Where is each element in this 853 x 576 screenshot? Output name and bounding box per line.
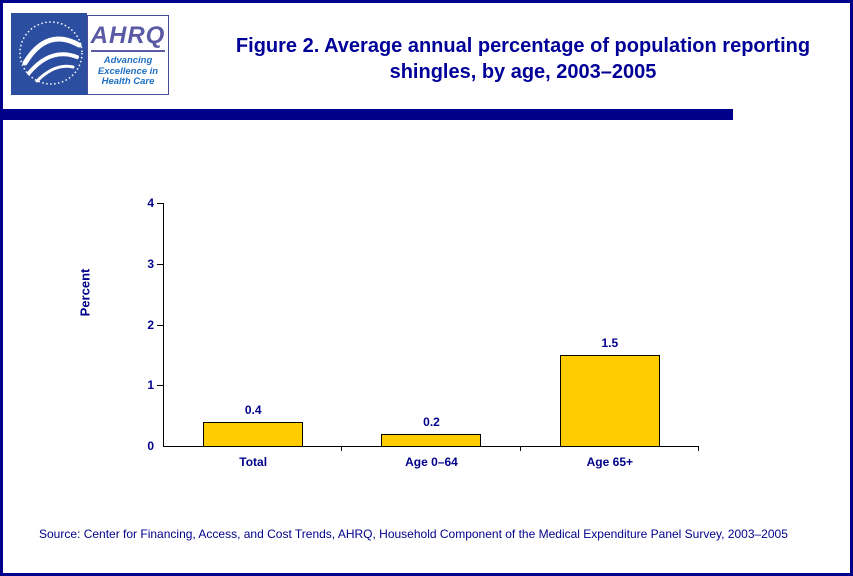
- source-note: Source: Center for Financing, Access, an…: [39, 527, 788, 541]
- y-tick-mark: [157, 203, 164, 204]
- plot-area: 0 1 2 3 4 0.4 Total 0.2 Age 0–64 1.5 Age 65+: [147, 196, 699, 469]
- bar-total: [203, 421, 304, 446]
- x-category-label: Age 65+: [586, 455, 633, 469]
- bar-age-0-64: [381, 433, 482, 446]
- hhs-eagle-icon: [11, 13, 87, 95]
- y-tick-mark: [157, 324, 164, 326]
- x-tick-mark: [519, 446, 521, 451]
- y-tick-label: 1: [147, 378, 154, 393]
- x-tick-mark: [698, 446, 699, 451]
- bar-value-label: 0.4: [244, 402, 262, 417]
- hhs-logo: [11, 13, 87, 95]
- ahrq-logo: AHRQ Advancing Excellence in Health Care: [87, 15, 169, 95]
- y-tick-mark: [157, 263, 164, 265]
- bar-slot: 1.5 Age 65+: [521, 203, 699, 469]
- bar-age-65-: [559, 354, 660, 446]
- bar-slot: 0.4 Total: [164, 203, 342, 469]
- bar-slots: 0.4 Total 0.2 Age 0–64 1.5 Age 65+: [164, 203, 699, 469]
- y-tick-mark: [157, 385, 164, 387]
- y-tick-label: 4: [147, 196, 154, 210]
- y-tick-label: 2: [147, 317, 154, 332]
- y-tick-label: 3: [147, 256, 154, 271]
- header-divider-bar: [3, 109, 733, 120]
- ahrq-logo-text: AHRQ: [90, 23, 166, 52]
- bar-value-label: 0.2: [423, 414, 440, 429]
- bar-value-label: 1.5: [601, 335, 619, 350]
- x-tick-mark: [341, 446, 343, 451]
- ahrq-logo-tagline: Advancing Excellence in Health Care: [97, 54, 159, 88]
- y-tick-label: 0: [147, 439, 154, 453]
- x-category-label: Age 0–64: [405, 455, 458, 469]
- figure-title: Figure 2. Average annual percentage of p…: [235, 35, 811, 83]
- x-category-label: Total: [239, 455, 268, 469]
- bar-slot: 0.2 Age 0–64: [342, 203, 520, 469]
- y-axis-label: Percent: [77, 268, 93, 317]
